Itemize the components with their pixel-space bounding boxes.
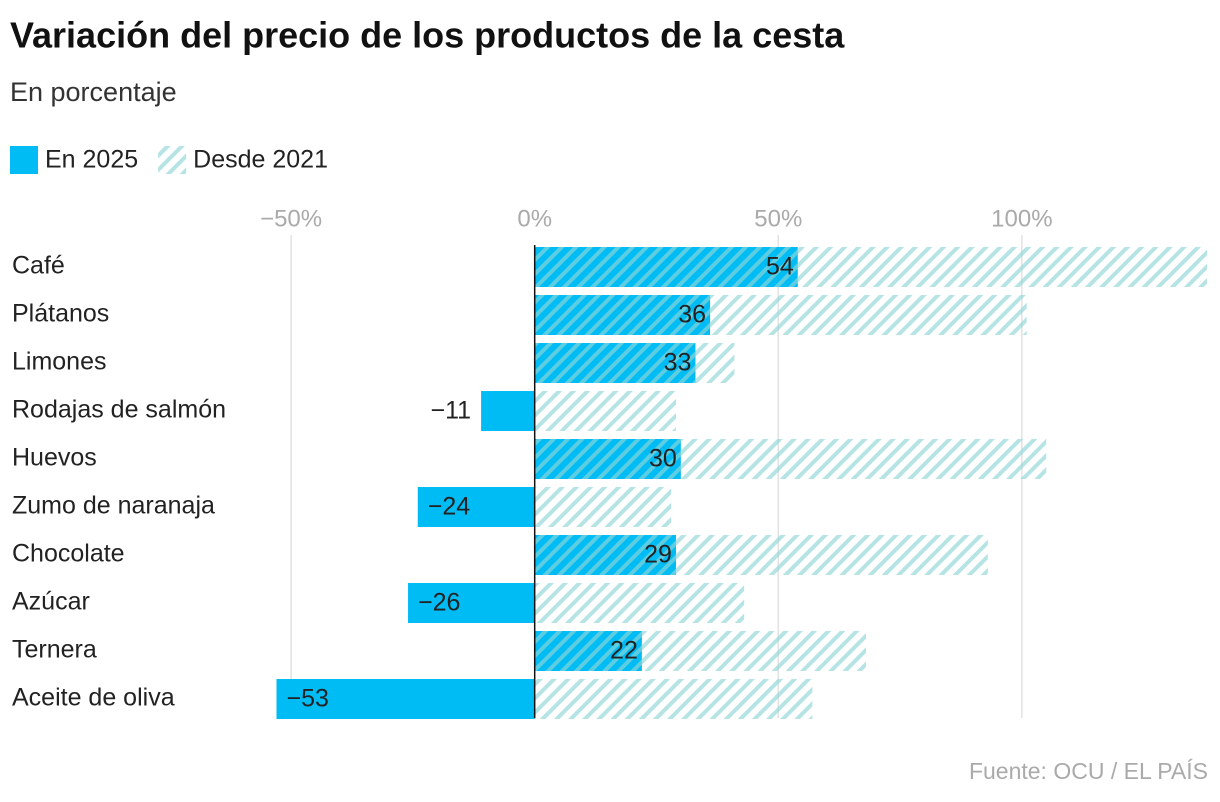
legend-label: Desde 2021 — [193, 146, 328, 174]
chart-subtitle: En porcentaje — [10, 77, 177, 107]
source: Fuente: OCU / EL PAÍS — [969, 758, 1208, 784]
category-label: Rodajas de salmón — [12, 396, 226, 424]
bar — [481, 391, 535, 431]
value-label: 29 — [644, 541, 672, 569]
legend-label: En 2025 — [45, 146, 138, 174]
category-label: Aceite de oliva — [12, 684, 175, 712]
bar — [534, 535, 988, 575]
value-label: 30 — [649, 445, 677, 473]
value-label: 22 — [610, 637, 638, 665]
bar — [534, 487, 672, 527]
bar — [276, 679, 535, 719]
category-label: Café — [12, 252, 65, 280]
category-label: Chocolate — [12, 540, 125, 568]
category-label: Huevos — [12, 444, 97, 472]
x-tick-label: 100% — [991, 205, 1052, 232]
value-label: 36 — [678, 301, 706, 329]
legend-swatch — [158, 146, 187, 174]
value-label: −24 — [428, 493, 471, 521]
value-label: −26 — [418, 589, 460, 617]
category-label: Plátanos — [12, 300, 109, 328]
category-label: Limones — [12, 348, 107, 376]
x-tick-label: 50% — [754, 205, 802, 232]
value-label: −11 — [431, 397, 472, 425]
x-tick-label: 0% — [517, 205, 552, 232]
bar — [408, 583, 535, 623]
x-tick-label: −50% — [260, 205, 322, 232]
bar — [534, 631, 866, 671]
bar — [534, 295, 1027, 335]
bar — [534, 343, 735, 383]
bar — [534, 679, 813, 719]
bar — [534, 247, 1207, 287]
value-label: −53 — [286, 685, 328, 713]
chart-title: Variación del precio de los productos de… — [10, 15, 845, 56]
value-label: 33 — [664, 349, 692, 377]
legend-swatch — [10, 146, 38, 174]
bar — [534, 583, 745, 623]
bar — [534, 439, 1047, 479]
bar — [417, 487, 535, 527]
category-label: Zumo de naranaja — [12, 492, 215, 520]
bar — [534, 391, 676, 431]
value-label: 54 — [766, 253, 794, 281]
category-label: Ternera — [12, 636, 97, 664]
category-label: Azúcar — [12, 588, 90, 616]
